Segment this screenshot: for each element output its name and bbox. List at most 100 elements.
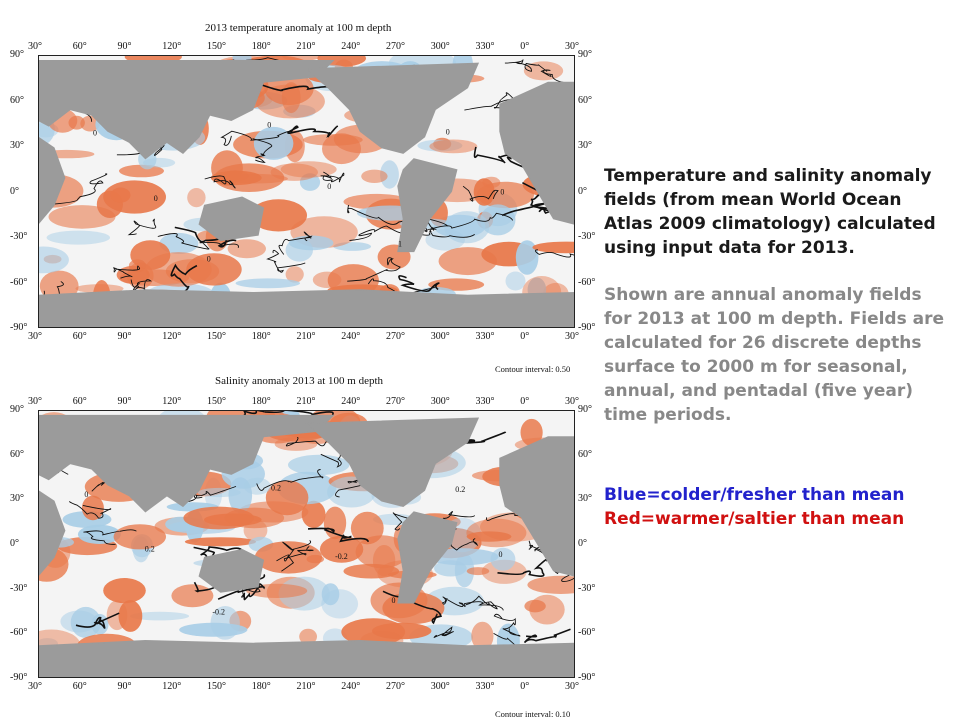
temperature-lon-label-top: 0° <box>520 41 530 52</box>
contour-line <box>193 546 244 559</box>
salinity-lon-label-top: 120° <box>162 396 182 407</box>
warm-anomaly-patch <box>280 161 337 178</box>
warm-anomaly-patch <box>429 139 478 154</box>
warm-anomaly-patch <box>171 584 214 608</box>
europe-africa-land <box>499 436 575 577</box>
contour-value-label: 0 <box>500 187 504 196</box>
antarctica-land <box>38 639 575 678</box>
contour-line <box>553 567 575 583</box>
contour-line <box>398 275 440 293</box>
contour-line <box>276 546 314 562</box>
warm-anomaly-patch <box>438 247 497 276</box>
salinity-lon-label-top: 270° <box>386 396 405 407</box>
contour-line <box>241 410 334 418</box>
temperature-lon-label-top: 90° <box>117 41 132 52</box>
salinity-lon-label-top: 240° <box>341 396 361 407</box>
contour-value-label: -0.2 <box>212 608 225 617</box>
contour-line <box>68 501 112 519</box>
eurasia-land <box>38 414 335 513</box>
temperature-lat-label-left: 90° <box>10 49 24 60</box>
cool-anomaly-patch <box>159 232 199 254</box>
salinity-lat-label-left: 60° <box>10 448 24 460</box>
contour-line <box>220 130 292 146</box>
contour-line <box>252 138 273 163</box>
cool-anomaly-patch <box>380 160 399 189</box>
contour-line <box>504 59 548 72</box>
land-masses <box>38 60 575 328</box>
salinity-lon-label-bottom: 90° <box>117 681 132 692</box>
warm-anomaly-patch <box>110 187 131 203</box>
contour-line <box>256 469 324 491</box>
australia-land <box>198 196 265 242</box>
contour-line <box>52 173 108 205</box>
contour-line <box>281 540 312 572</box>
warm-anomaly-patch <box>221 170 249 182</box>
contour-line <box>465 595 504 611</box>
salinity-lon-label-top: 180° <box>251 396 271 407</box>
temperature-lon-label-top: 180° <box>251 41 271 52</box>
contour-line <box>464 92 517 113</box>
warm-anomaly-patch <box>341 618 406 646</box>
salinity-map-title: Salinity anomaly 2013 at 100 m depth <box>215 375 384 387</box>
cool-anomaly-patch <box>77 524 121 544</box>
warm-anomaly-patch <box>113 524 166 550</box>
contour-value-label: 0 <box>392 596 396 605</box>
temperature-lon-label-top: 330° <box>475 41 495 52</box>
temperature-lon-label-bottom: 30° <box>565 331 579 342</box>
contour-line <box>347 257 401 282</box>
africa-land <box>38 489 66 577</box>
salinity-lon-label-bottom: 330° <box>475 681 495 692</box>
warm-anomaly-patch <box>118 600 143 632</box>
salinity-lat-label-right: 90° <box>578 404 592 415</box>
cool-anomaly-patch <box>505 271 526 291</box>
warm-anomaly-patch <box>532 241 575 254</box>
salinity-lon-label-bottom: 60° <box>72 681 87 692</box>
antarctica-land <box>38 289 575 328</box>
warm-anomaly-patch <box>227 239 266 259</box>
contour-line <box>113 265 141 279</box>
temperature-contour-interval: Contour interval: 0.50 <box>495 364 571 374</box>
salinity-lon-label-bottom: 0° <box>520 681 530 692</box>
salinity-lat-label-right: 30° <box>578 493 592 505</box>
temperature-lon-label-bottom: 0° <box>520 331 530 342</box>
contour-value-label: 0 <box>84 490 88 499</box>
salinity-lat-label-left: -60° <box>10 627 28 639</box>
color-legend: Blue=colder/fresher than mean Red=warmer… <box>604 483 954 531</box>
warm-anomaly-patch <box>471 621 494 651</box>
europe-africa-land <box>499 81 575 225</box>
salinity-lon-label-top: 90° <box>117 396 132 407</box>
contour-line <box>433 626 454 639</box>
salinity-lat-label-left: -90° <box>10 672 28 683</box>
salinity-map-panel: Salinity anomaly 2013 at 100 m depth 0 0.… <box>10 375 595 719</box>
temperature-lon-label-top: 150° <box>207 41 226 52</box>
australia-land <box>198 548 265 593</box>
cool-anomaly-patch <box>490 547 516 571</box>
salinity-lon-label-bottom: 210° <box>296 681 316 692</box>
temperature-map-title: 2013 temperature anomaly at 100 m depth <box>205 22 392 34</box>
salinity-lat-label-right: 60° <box>578 448 592 460</box>
contour-value-label: -0.2 <box>335 552 348 561</box>
africa-land <box>38 136 66 226</box>
salinity-lon-label-top: 210° <box>296 396 316 407</box>
cool-anomaly-patch <box>46 230 110 245</box>
warm-anomaly-patch <box>80 115 100 132</box>
warm-anomaly-patch <box>322 133 361 165</box>
map-frame <box>38 410 575 678</box>
warm-anomaly-patch <box>473 178 495 206</box>
cool-anomaly-patch <box>38 246 69 274</box>
warm-anomaly-patch <box>265 480 309 516</box>
contour-value-label: 0 <box>93 129 97 138</box>
salinity-lon-label-bottom: 30° <box>565 681 579 692</box>
contour-value-label: 0.2 <box>455 485 465 494</box>
salinity-map-image: 0 0.2 -0.2 0.2 -0.2 0 0.2 0 <box>38 410 575 678</box>
temperature-lat-label-left: -30° <box>10 231 28 242</box>
cool-anomaly-patch <box>515 240 539 275</box>
north-america-land <box>305 62 480 154</box>
temperature-lat-label-right: -30° <box>578 231 596 242</box>
salinity-lon-label-top: 150° <box>207 396 226 407</box>
contour-line <box>127 218 157 236</box>
contour-value-label: 0 <box>327 182 331 191</box>
warm-anomaly-patch <box>183 506 254 530</box>
contour-value-label: 0 <box>154 194 158 203</box>
salinity-lon-label-top: 300° <box>430 396 450 407</box>
